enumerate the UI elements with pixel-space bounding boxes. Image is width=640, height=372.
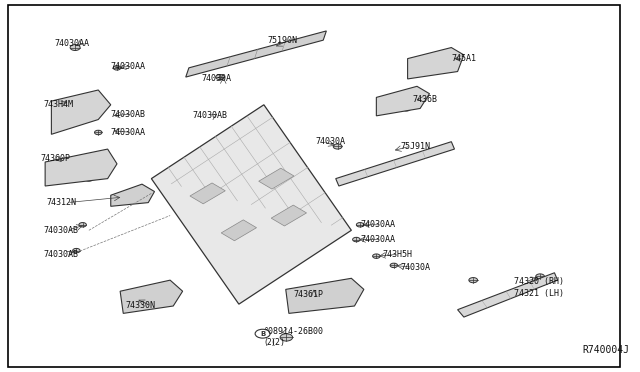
- Circle shape: [353, 237, 360, 242]
- Text: 75J91N: 75J91N: [400, 142, 430, 151]
- Bar: [259, 168, 294, 189]
- Circle shape: [79, 222, 86, 227]
- Polygon shape: [186, 31, 326, 77]
- Polygon shape: [408, 48, 464, 79]
- Text: 745A1: 745A1: [451, 54, 476, 63]
- Circle shape: [356, 222, 364, 227]
- Circle shape: [84, 176, 93, 181]
- Circle shape: [435, 67, 444, 72]
- Polygon shape: [336, 142, 454, 186]
- Circle shape: [85, 112, 93, 116]
- Circle shape: [390, 97, 398, 102]
- Text: 74030AB: 74030AB: [111, 109, 146, 119]
- Text: 743H5H: 743H5H: [383, 250, 413, 259]
- Polygon shape: [51, 90, 111, 134]
- Text: 74030AA: 74030AA: [111, 128, 146, 137]
- Text: 74030A: 74030A: [202, 74, 232, 83]
- Circle shape: [422, 58, 431, 63]
- Text: 74330N: 74330N: [125, 301, 155, 311]
- Circle shape: [63, 100, 72, 106]
- Text: 74030AB: 74030AB: [44, 226, 79, 235]
- Circle shape: [70, 45, 80, 51]
- Text: (2): (2): [270, 339, 285, 347]
- Text: B: B: [260, 331, 265, 337]
- Polygon shape: [152, 105, 351, 304]
- Polygon shape: [458, 273, 557, 317]
- Circle shape: [78, 117, 87, 122]
- Text: 74030A: 74030A: [315, 137, 345, 146]
- Circle shape: [72, 248, 80, 253]
- Polygon shape: [120, 280, 182, 313]
- Polygon shape: [45, 149, 117, 186]
- Polygon shape: [376, 86, 429, 116]
- Circle shape: [390, 263, 397, 267]
- Circle shape: [113, 65, 121, 70]
- Circle shape: [536, 274, 545, 279]
- Circle shape: [402, 106, 411, 111]
- Circle shape: [255, 329, 270, 338]
- Circle shape: [280, 334, 292, 341]
- Circle shape: [66, 167, 74, 172]
- Text: 74312N: 74312N: [46, 198, 76, 207]
- Text: 74321 (LH): 74321 (LH): [514, 289, 564, 298]
- Circle shape: [216, 74, 225, 80]
- Text: 7436B: 7436B: [413, 95, 438, 104]
- Text: 74030AB: 74030AB: [192, 111, 227, 121]
- Text: 74361P: 74361P: [294, 291, 324, 299]
- Text: 74030AA: 74030AA: [361, 235, 396, 244]
- Polygon shape: [285, 278, 364, 313]
- Text: R740004J: R740004J: [582, 345, 630, 355]
- Circle shape: [469, 278, 477, 283]
- Text: 74030AA: 74030AA: [54, 39, 90, 48]
- Circle shape: [95, 130, 102, 135]
- Text: 74320 (RH): 74320 (RH): [514, 278, 564, 286]
- Text: (2): (2): [265, 339, 275, 347]
- Text: 74030AB: 74030AB: [44, 250, 79, 259]
- Text: 74360P: 74360P: [40, 154, 70, 163]
- Text: 743H4M: 743H4M: [44, 100, 74, 109]
- Circle shape: [372, 254, 380, 259]
- Bar: [271, 205, 307, 226]
- Text: 74030A: 74030A: [400, 263, 430, 272]
- Polygon shape: [111, 184, 154, 206]
- Text: 74030AA: 74030AA: [111, 61, 146, 71]
- Text: 74030AA: 74030AA: [361, 220, 396, 229]
- Text: 75190N: 75190N: [267, 36, 297, 45]
- Circle shape: [333, 144, 342, 149]
- Bar: [221, 220, 257, 241]
- Text: °08914-26B00: °08914-26B00: [264, 327, 324, 336]
- Bar: [190, 183, 225, 204]
